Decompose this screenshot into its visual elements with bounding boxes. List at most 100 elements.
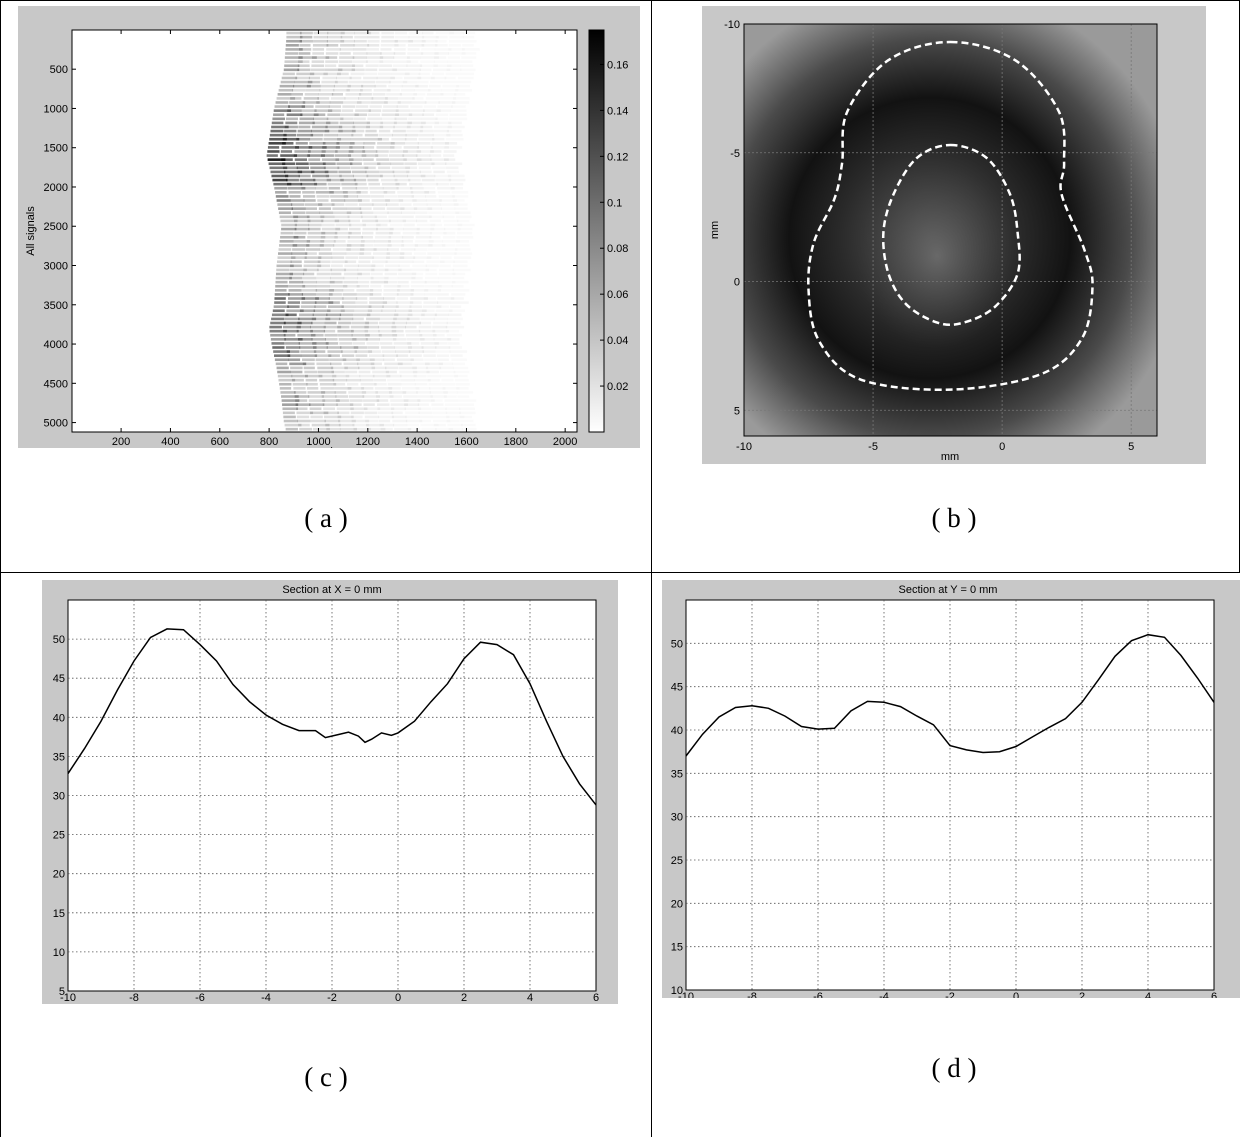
panel-a-signal-streak: [301, 186, 316, 190]
panel-a-signal-streak: [323, 72, 341, 76]
panel-a-signal-streak: [302, 358, 315, 362]
panel-a-signal-streak: [348, 231, 361, 235]
panel-a-signal-streak: [361, 154, 379, 157]
panel-a-signal-streak: [403, 395, 417, 398]
panel-a-signal-streak: [290, 260, 302, 264]
panel-a-signal-streak: [371, 265, 383, 268]
panel-a-signal-streak: [366, 342, 380, 345]
panel-a-signal-streak: [463, 32, 476, 35]
panel-a-y-tick-label: 3500: [44, 300, 68, 312]
panel-a-signal-streak: [340, 346, 359, 349]
panel-a-signal-streak: [305, 252, 317, 255]
panel-a-signal-streak: [359, 207, 372, 210]
panel-a-signal-streak: [408, 39, 426, 43]
panel-a-y-axis-label: All signals: [25, 206, 37, 256]
panel-a-signal-streak: [359, 252, 372, 255]
panel-a-signal-streak: [274, 354, 291, 357]
panel-a-signal-streak: [416, 391, 431, 394]
panel-a-signal-streak: [348, 150, 366, 153]
panel-a-signal-streak: [279, 240, 294, 243]
panel-a-signal-streak: [311, 129, 330, 133]
panel-a-signal-streak: [340, 113, 359, 117]
figure-cell-a: [0, 0, 652, 573]
panel-a-signal-streak: [292, 244, 310, 247]
panel-a-signal-streak: [307, 154, 325, 157]
panel-a-signal-streak: [283, 321, 302, 325]
panel-a-signal-streak: [432, 167, 445, 170]
panel-a-signal-streak: [392, 129, 406, 133]
panel-a-signal-streak: [286, 113, 303, 117]
panel-a-signal-streak: [363, 142, 376, 145]
panel-a-signal-streak: [388, 235, 404, 239]
panel-a-signal-streak: [370, 276, 389, 280]
panel-a-signal-streak: [311, 338, 326, 341]
panel-a-signal-streak: [332, 88, 350, 92]
panel-a-signal-streak: [454, 252, 472, 255]
panel-a-signal-streak: [402, 240, 413, 243]
panel-a-signal-streak: [406, 338, 425, 341]
panel-a-signal-streak: [437, 354, 449, 357]
panel-a-y-tick-label: 1000: [44, 103, 68, 115]
panel-d-x-tick-label: -2: [945, 991, 955, 998]
panel-a-signal-streak: [291, 374, 308, 378]
panel-a-signal-streak: [383, 289, 400, 292]
panel-a-signal-streak: [344, 264, 359, 268]
panel-a-signal-streak: [328, 297, 344, 300]
panel-a-signal-streak: [391, 166, 410, 170]
panel-a-signal-streak: [346, 211, 363, 215]
panel-a-signal-streak: [338, 68, 355, 72]
panel-a-signal-streak: [444, 81, 458, 84]
panel-a-signal-streak: [452, 195, 468, 198]
panel-a-signal-streak: [371, 366, 387, 370]
panel-a-signal-streak: [452, 281, 469, 284]
panel-a-signal-streak: [324, 133, 338, 137]
panel-a-signal-streak: [420, 125, 433, 129]
panel-a-signal-streak: [335, 223, 352, 227]
panel-a-y-tick-label: 2500: [44, 221, 68, 233]
panel-a-signal-streak: [341, 305, 356, 308]
panel-a-signal-streak: [356, 293, 374, 296]
panel-a-signal-streak: [366, 125, 384, 129]
panel-a-signal-streak: [270, 338, 286, 341]
panel-a-signal-streak: [405, 68, 422, 72]
panel-a-signal-streak: [413, 93, 425, 96]
panel-a-signal-streak: [401, 248, 416, 251]
panel-a-signal-streak: [424, 362, 443, 366]
panel-a-signal-streak: [447, 130, 462, 133]
panel-a-signal-streak: [381, 309, 396, 313]
panel-a-signal-streak: [435, 118, 448, 121]
panel-a-signal-streak: [296, 72, 315, 76]
panel-a-signal-streak: [344, 97, 360, 100]
panel-a-signal-streak: [460, 420, 473, 423]
panel-a-signal-streak: [447, 334, 462, 337]
panel-a-signal-streak: [338, 129, 356, 133]
panel-a-signal-streak: [393, 424, 407, 427]
panel-a-signal-streak: [368, 354, 385, 357]
panel-d-x-tick-label: -10: [678, 991, 694, 998]
panel-a-signal-streak: [313, 117, 329, 121]
panel-a-signal-streak: [281, 395, 299, 398]
panel-c-x-tick-label: 2: [461, 992, 467, 1004]
panel-a-signal-streak: [267, 158, 286, 161]
panel-a-signal-streak: [274, 105, 291, 108]
panel-a-signal-streak: [308, 223, 322, 227]
panel-a-signal-streak: [325, 60, 339, 63]
panel-a-signal-streak: [340, 39, 355, 43]
panel-a-signal-streak: [391, 329, 404, 333]
panel-a-signal-streak: [381, 31, 395, 35]
panel-a-signal-streak: [342, 105, 356, 108]
panel-a-signal-streak: [462, 48, 480, 51]
panel-a-signal-streak: [278, 88, 294, 92]
panel-a-signal-streak: [403, 227, 420, 231]
panel-a-signal-streak: [373, 88, 391, 92]
panel-a-signal-streak: [318, 203, 335, 206]
panel-a-signal-streak: [370, 101, 388, 104]
panel-a-signal-streak: [354, 350, 373, 353]
panel-a-signal-streak: [364, 133, 378, 137]
panel-a-signal-streak: [337, 72, 349, 76]
panel-a-signal-streak: [333, 84, 351, 88]
panel-a-signal-streak: [408, 178, 421, 182]
panel-a-signal-streak: [297, 338, 313, 341]
panel-a-signal-streak: [275, 362, 288, 366]
panel-a-signal-streak: [353, 117, 366, 121]
